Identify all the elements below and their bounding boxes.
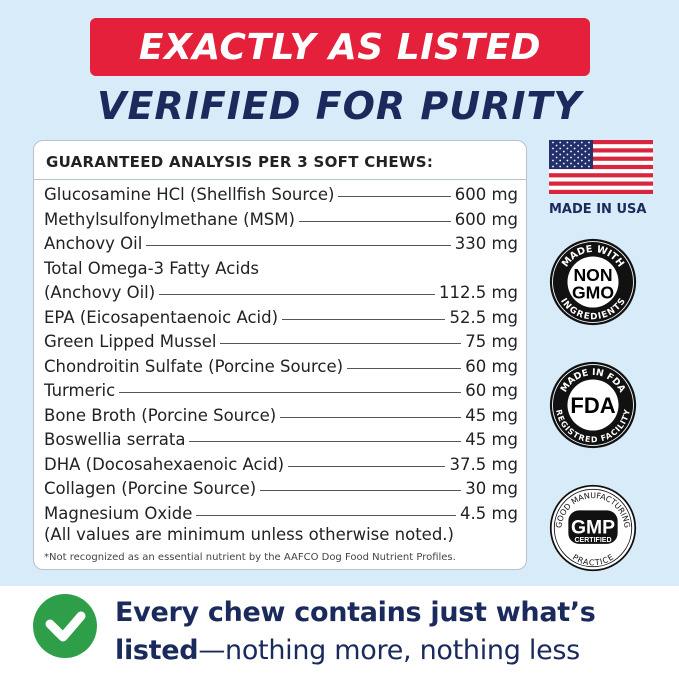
tagline: Every chew contains just what’s listed—n… [115, 594, 596, 670]
nutrient-value: 600 mg [454, 209, 518, 229]
footnote: *Not recognized as an essential nutrient… [44, 552, 456, 563]
nutrient-value: 75 mg [465, 332, 518, 351]
leader-line [260, 490, 462, 491]
table-row: (Anchovy Oil) 112.5 mg [44, 283, 518, 308]
table-row: Green Lipped Mussel 75 mg [44, 332, 518, 357]
table-row: Bone Broth (Porcine Source) 45 mg [44, 406, 518, 431]
nutrient-name: Anchovy Oil [44, 234, 143, 253]
gmp-badge-icon: GOOD MANUFACTURING PRACTICE GMP CERTIFIE… [549, 484, 637, 572]
check-circle-icon [33, 594, 97, 658]
nutrient-value: 45 mg [465, 430, 518, 449]
nutrient-value: 60 mg [465, 356, 518, 376]
nutrient-name: Boswellia serrata [44, 430, 186, 449]
table-row: Turmeric 60 mg [44, 381, 518, 406]
table-row: Boswellia serrata 45 mg [44, 430, 518, 455]
tagline-line1: Every chew contains just what’s [115, 597, 596, 628]
nutrient-name: EPA (Eicosapentaenoic Acid) [44, 307, 279, 327]
tagline-bold: listed [115, 635, 199, 666]
nutrient-value: 330 mg [454, 234, 518, 253]
fda-badge-icon: MADE IN FDA REGISTRED FACILITY FDA [549, 361, 637, 449]
non-gmo-badge-icon: MADE WITH INGREDIENTS NON GMO [549, 238, 637, 326]
nutrient-value: 52.5 mg [449, 307, 518, 327]
leader-line [146, 245, 451, 246]
nutrient-name: (Anchovy Oil) [44, 283, 156, 302]
nutrient-name: Glucosamine HCl (Shellfish Source) [44, 185, 335, 204]
leader-line [119, 392, 462, 393]
nutrient-name: Chondroitin Sulfate (Porcine Source) [44, 356, 344, 376]
analysis-card: GUARANTEED ANALYSIS PER 3 SOFT CHEWS: Gl… [33, 140, 527, 570]
subtitle: VERIFIED FOR PURITY [97, 84, 582, 128]
nutrient-value: 60 mg [465, 381, 518, 400]
table-row: Collagen (Porcine Source) 30 mg [44, 479, 518, 504]
analysis-rows: Glucosamine HCl (Shellfish Source) 600 mg… [44, 185, 518, 528]
nutrient-name: Magnesium Oxide [44, 503, 193, 523]
svg-text:GMP: GMP [571, 516, 615, 538]
nutrient-value: 45 mg [465, 405, 518, 425]
table-row: Anchovy Oil 330 mg [44, 234, 518, 259]
svg-text:CERTIFIED: CERTIFIED [574, 537, 611, 544]
table-row: Total Omega-3 Fatty Acids [44, 259, 518, 284]
table-row: EPA (Eicosapentaenoic Acid) 52.5 mg [44, 308, 518, 333]
leader-line [189, 441, 462, 442]
divider [34, 179, 526, 180]
nutrient-name: Bone Broth (Porcine Source) [44, 405, 277, 425]
nutrient-name: Total Omega-3 Fatty Acids [44, 258, 260, 278]
made-in-usa-label: MADE IN USA [549, 202, 647, 217]
note: (All values are minimum unless otherwise… [44, 525, 454, 544]
svg-text:GMO: GMO [572, 283, 614, 303]
nutrient-name: DHA (Docosahexaenoic Acid) [44, 454, 285, 474]
nutrient-value: 30 mg [465, 479, 518, 498]
svg-text:NON: NON [573, 265, 612, 285]
leader-line [347, 367, 462, 369]
leader-line [298, 220, 451, 222]
leader-line [282, 318, 446, 320]
us-flag-icon [549, 140, 653, 194]
nutrient-name: Turmeric [44, 381, 116, 400]
table-row: DHA (Docosahexaenoic Acid) 37.5 mg [44, 455, 518, 480]
card-title: GUARANTEED ANALYSIS PER 3 SOFT CHEWS: [46, 153, 434, 171]
svg-text:FDA: FDA [570, 393, 615, 418]
tagline-rest: —nothing more, nothing less [198, 635, 580, 666]
leader-line [338, 196, 451, 197]
leader-line [196, 514, 456, 516]
leader-line [280, 416, 462, 418]
nutrient-name: Methylsulfonylmethane (MSM) [44, 209, 295, 229]
nutrient-value: 4.5 mg [459, 503, 518, 523]
nutrient-value: 600 mg [454, 185, 518, 204]
nutrient-value: 112.5 mg [438, 283, 518, 302]
table-row: Magnesium Oxide 4.5 mg [44, 504, 518, 529]
table-row: Chondroitin Sulfate (Porcine Source) 60 m… [44, 357, 518, 382]
nutrient-name: Green Lipped Mussel [44, 332, 217, 351]
table-row: Glucosamine HCl (Shellfish Source) 600 mg [44, 185, 518, 210]
leader-line [159, 294, 435, 295]
table-row: Methylsulfonylmethane (MSM) 600 mg [44, 210, 518, 235]
banner: EXACTLY AS LISTED [90, 18, 590, 76]
leader-line [288, 465, 446, 467]
nutrient-value: 37.5 mg [449, 454, 518, 474]
nutrient-name: Collagen (Porcine Source) [44, 479, 257, 498]
leader-line [220, 343, 462, 344]
